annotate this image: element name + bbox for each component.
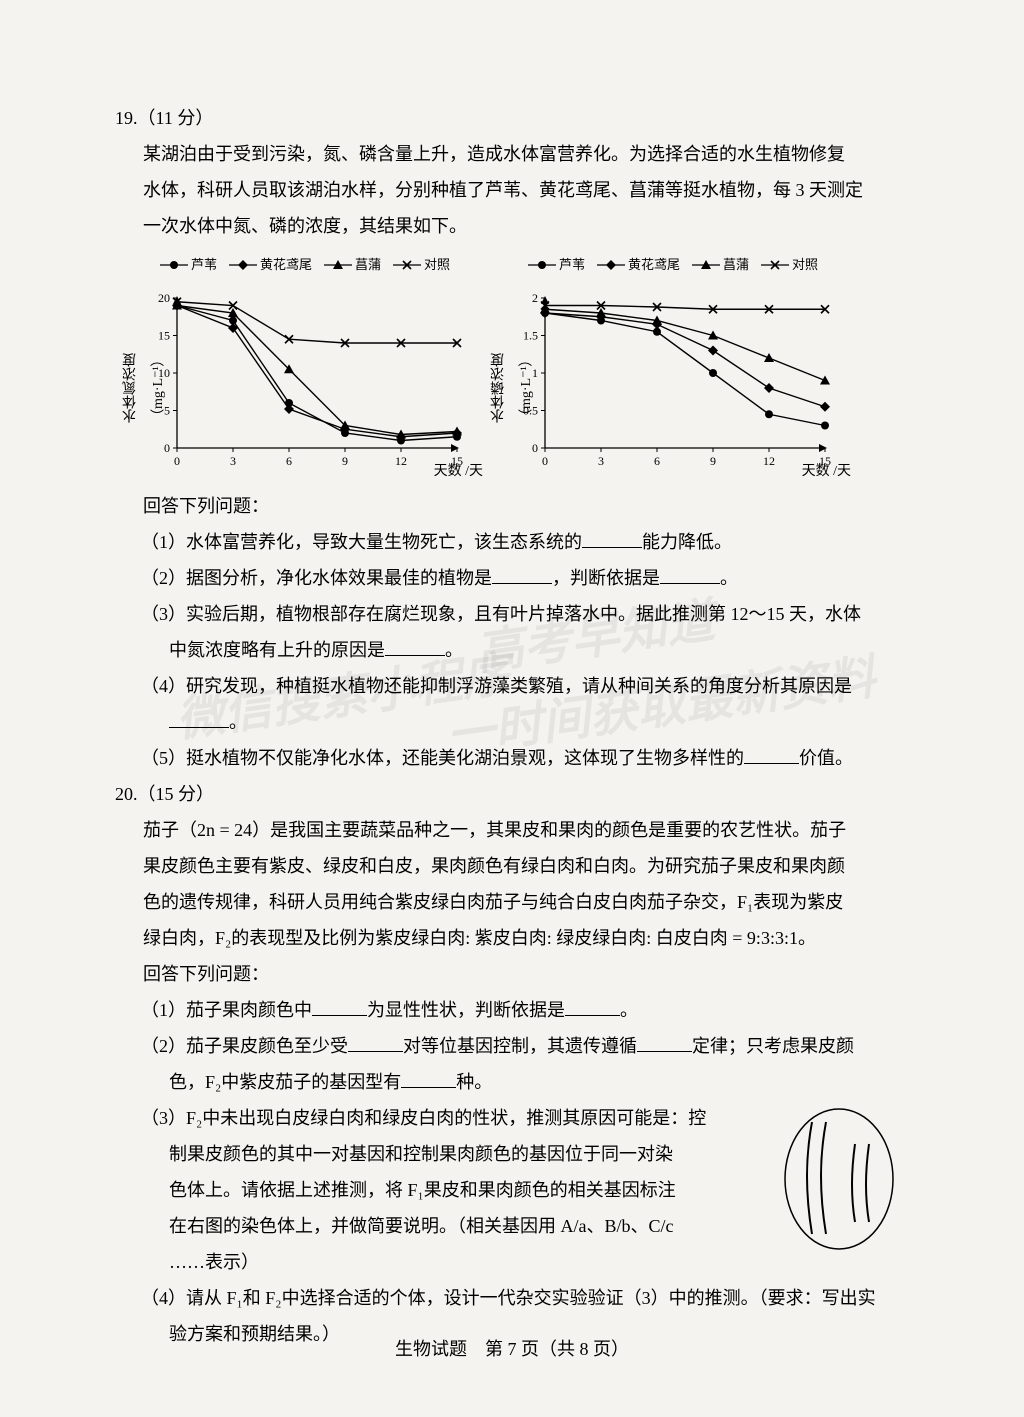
q19-item1: （1）水体富营养化，导致大量生物死亡，该生态系统的 能力降低。 — [115, 524, 909, 560]
q20-item2: （2）茄子果皮颜色至少受 对等位基因控制，其遗传遵循 定律；只考虑果皮颜 色，F₂中… — [115, 1028, 909, 1100]
q20-item3-b: 制果皮颜色的其中一对基因和控制果肉颜色的基因位于同一对染 — [169, 1144, 673, 1164]
q20-item2-a: （2）茄子果皮颜色至少受 — [141, 1036, 348, 1056]
q19-item4: （4）研究发现，种植挺水植物还能抑制浮游藻类繁殖，请从种间关系的角度分析其原因是… — [115, 668, 909, 740]
q19-item1-b: 能力降低。 — [642, 532, 732, 552]
q19-stem-l2: 水体，科研人员取该湖泊水样，分别种植了芦苇、黄花鸢尾、菖蒲等挺水植物，每 3 天… — [143, 180, 863, 200]
q20-item2-c: 定律；只考虑果皮颜 — [692, 1036, 854, 1056]
q19-points: （11 分） — [138, 108, 214, 128]
q19-item4-a: （4）研究发现，种植挺水植物还能抑制浮游藻类繁殖，请从种间关系的角度分析其原因是 — [141, 676, 852, 696]
q19-item2: （2）据图分析，净化水体效果最佳的植物是 ，判断依据是 。 — [115, 560, 909, 596]
blank — [169, 708, 229, 728]
q19-item4-b: 。 — [229, 712, 247, 732]
chromosome-svg — [779, 1104, 899, 1254]
q20-item2-e: 种。 — [456, 1072, 492, 1092]
chromosome-figure — [779, 1104, 899, 1266]
q20-item4-a: （4）请从 F₁和 F₂中选择合适的个体，设计一代杂交实验验证（3）中的推测。（… — [141, 1288, 876, 1308]
q19-item2-c: 。 — [720, 568, 738, 588]
q20-number: 20. — [115, 784, 138, 804]
svg-text:0: 0 — [164, 441, 170, 455]
q19-item3-b: 中氮浓度略有上升的原因是 — [169, 640, 385, 660]
q19-item1-a: （1）水体富营养化，导致大量生物死亡，该生态系统的 — [141, 532, 582, 552]
q19-number: 19. — [115, 108, 138, 128]
svg-text:6: 6 — [654, 454, 660, 468]
q19-item2-b: ，判断依据是 — [552, 568, 660, 588]
q20-item1-a: （1）茄子果肉颜色中 — [141, 1000, 312, 1020]
svg-text:0: 0 — [174, 454, 180, 468]
chart-nitrogen: 芦苇 黄花鸢尾 菖蒲 对照 0510152003691215 水体氮浓度（mg·… — [135, 252, 475, 480]
q19-item3: （3）实验后期，植物根部存在腐烂现象，且有叶片掉落水中。据此推测第 12～15 … — [115, 596, 909, 668]
page-footer: 生物试题 第 7 页（共 8 页） — [0, 1335, 1024, 1361]
svg-text:0: 0 — [532, 441, 538, 455]
svg-text:12: 12 — [395, 454, 407, 468]
chart-nitrogen-xlabel: 天数 /天 — [434, 458, 483, 486]
q20-stem-l5: 回答下列问题： — [143, 964, 269, 984]
q20-item3-e: ……表示） — [169, 1252, 259, 1272]
svg-text:9: 9 — [710, 454, 716, 468]
svg-text:3: 3 — [598, 454, 604, 468]
chart-phosphorus: 芦苇 黄花鸢尾 菖蒲 对照 00.511.5203691215 水体磷浓度（mg… — [503, 252, 843, 480]
q20-stem-l3: 色的遗传规律，科研人员用纯合紫皮绿白肉茄子与纯合白皮白肉茄子杂交，F₁表现为紫皮 — [143, 892, 843, 912]
q19-item5-b: 价值。 — [799, 748, 853, 768]
chart-phosphorus-ylabel: 水体磷浓度（mg·L⁻¹） — [485, 309, 541, 423]
q20-item1-c: 。 — [620, 1000, 638, 1020]
chart-phosphorus-xlabel: 天数 /天 — [802, 458, 851, 486]
q19-item3-c: 。 — [445, 640, 463, 660]
q20-item3-c: 色体上。请依据上述推测，将 F₁果皮和果肉颜色的相关基因标注 — [169, 1180, 676, 1200]
q19-stem-l1: 某湖泊由于受到污染，氮、磷含量上升，造成水体富营养化。为选择合适的水生植物修复 — [143, 144, 845, 164]
svg-text:2: 2 — [532, 291, 538, 305]
blank — [401, 1068, 456, 1088]
svg-text:9: 9 — [342, 454, 348, 468]
exam-page: 19.（11 分） 某湖泊由于受到污染，氮、磷含量上升，造成水体富营养化。为选择… — [115, 100, 909, 1352]
q20-stem: 茄子（2n = 24）是我国主要蔬菜品种之一，其果皮和果肉的颜色是重要的农艺性状… — [115, 812, 909, 992]
svg-text:0: 0 — [542, 454, 548, 468]
chart-phosphorus-svg: 00.511.5203691215 — [503, 280, 843, 480]
q20-item1-b: 为显性性状，判断依据是 — [367, 1000, 565, 1020]
q20-item2-d: 色，F₂中紫皮茄子的基因型有 — [169, 1072, 401, 1092]
q19-item5: （5）挺水植物不仅能净化水体，还能美化湖泊景观，这体现了生物多样性的 价值。 — [115, 740, 909, 776]
blank — [660, 564, 720, 584]
charts-row: 芦苇 黄花鸢尾 菖蒲 对照 0510152003691215 水体氮浓度（mg·… — [135, 252, 909, 480]
q20-stem-l1: 茄子（2n = 24）是我国主要蔬菜品种之一，其果皮和果肉的颜色是重要的农艺性状… — [143, 820, 846, 840]
svg-text:20: 20 — [158, 291, 170, 305]
q20-points: （15 分） — [138, 784, 215, 804]
blank — [582, 528, 642, 548]
q20-item3-d: 在右图的染色体上，并做简要说明。（相关基因用 A/a、B/b、C/c — [169, 1216, 674, 1236]
q19-item3-a: （3）实验后期，植物根部存在腐烂现象，且有叶片掉落水中。据此推测第 12～15 … — [141, 604, 861, 624]
q19-header: 19.（11 分） — [115, 100, 909, 136]
q20-item2-b: 对等位基因控制，其遗传遵循 — [403, 1036, 637, 1056]
blank — [637, 1032, 692, 1052]
q20-header: 20.（15 分） — [115, 776, 909, 812]
chart-nitrogen-svg: 0510152003691215 — [135, 280, 475, 480]
blank — [312, 996, 367, 1016]
svg-text:12: 12 — [763, 454, 775, 468]
blank — [348, 1032, 403, 1052]
q20-stem-l2: 果皮颜色主要有紫皮、绿皮和白皮，果肉颜色有绿白肉和白肉。为研究茄子果皮和果肉颜 — [143, 856, 845, 876]
blank — [744, 744, 799, 764]
q19-item2-a: （2）据图分析，净化水体效果最佳的植物是 — [141, 568, 492, 588]
blank — [385, 636, 445, 656]
q19-stem: 某湖泊由于受到污染，氮、磷含量上升，造成水体富营养化。为选择合适的水生植物修复 … — [115, 136, 909, 244]
svg-text:6: 6 — [286, 454, 292, 468]
chart-nitrogen-ylabel: 水体氮浓度（mg·L⁻¹） — [117, 309, 173, 423]
q19-answer-intro: 回答下列问题： — [115, 488, 909, 524]
blank — [492, 564, 552, 584]
chart-legend-left: 芦苇 黄花鸢尾 菖蒲 对照 — [135, 252, 475, 278]
svg-text:3: 3 — [230, 454, 236, 468]
q20-item1: （1）茄子果肉颜色中 为显性性状，判断依据是 。 — [115, 992, 909, 1028]
q20-item3-a: （3）F₂中未出现白皮绿白肉和绿皮白肉的性状，推测其原因可能是：控 — [141, 1108, 706, 1128]
chart-legend-right: 芦苇 黄花鸢尾 菖蒲 对照 — [503, 252, 843, 278]
q20-stem-l4: 绿白肉，F₂的表现型及比例为紫皮绿白肉: 紫皮白肉: 绿皮绿白肉: 白皮白肉 =… — [143, 928, 816, 948]
q19-stem-l3: 一次水体中氮、磷的浓度，其结果如下。 — [143, 216, 467, 236]
q19-item5-a: （5）挺水植物不仅能净化水体，还能美化湖泊景观，这体现了生物多样性的 — [141, 748, 744, 768]
blank — [565, 996, 620, 1016]
